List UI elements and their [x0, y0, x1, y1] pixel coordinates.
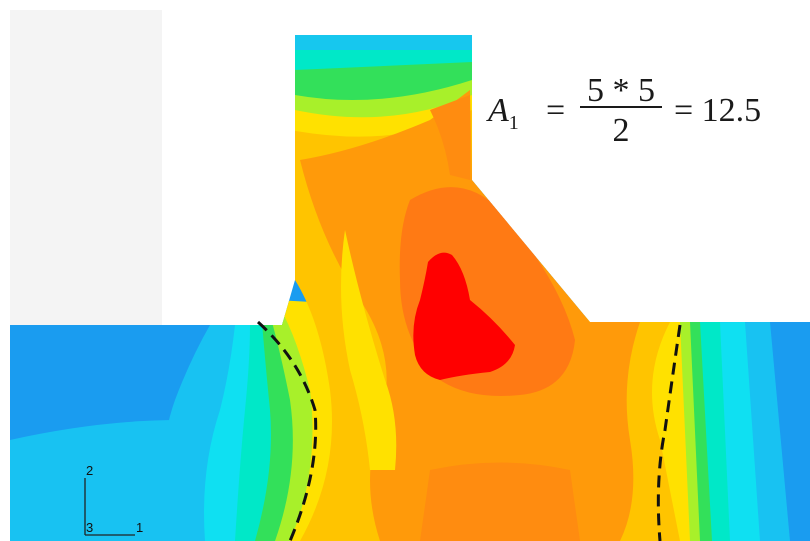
equation-lhs: A1 — [488, 92, 519, 134]
axis-label-3: 3 — [86, 520, 94, 535]
dashed-line-right — [656, 324, 682, 541]
equation-result: = 12.5 — [674, 92, 762, 129]
equation-numerator: 5 * 5 — [587, 72, 655, 109]
contour-band-dark-orange-bottom — [420, 462, 580, 541]
axis-label-2: 2 — [86, 463, 94, 478]
equation-denominator: 2 — [612, 112, 630, 149]
contour-band-red — [413, 252, 515, 380]
equation-equals: = — [546, 92, 566, 129]
axis-label-1: 1 — [136, 520, 144, 535]
contour-band-yellow-tongue — [341, 230, 397, 470]
contour-band-light-blue-left — [10, 420, 185, 541]
contour-band-stem-orange — [430, 95, 470, 180]
fraction-bar — [580, 106, 662, 108]
backdrop-panel — [10, 10, 162, 328]
axes-triad — [84, 478, 135, 536]
area-equation: A1 = 5 * 5 2 = 12.5 — [488, 62, 806, 162]
dashed-line-left — [256, 320, 318, 541]
